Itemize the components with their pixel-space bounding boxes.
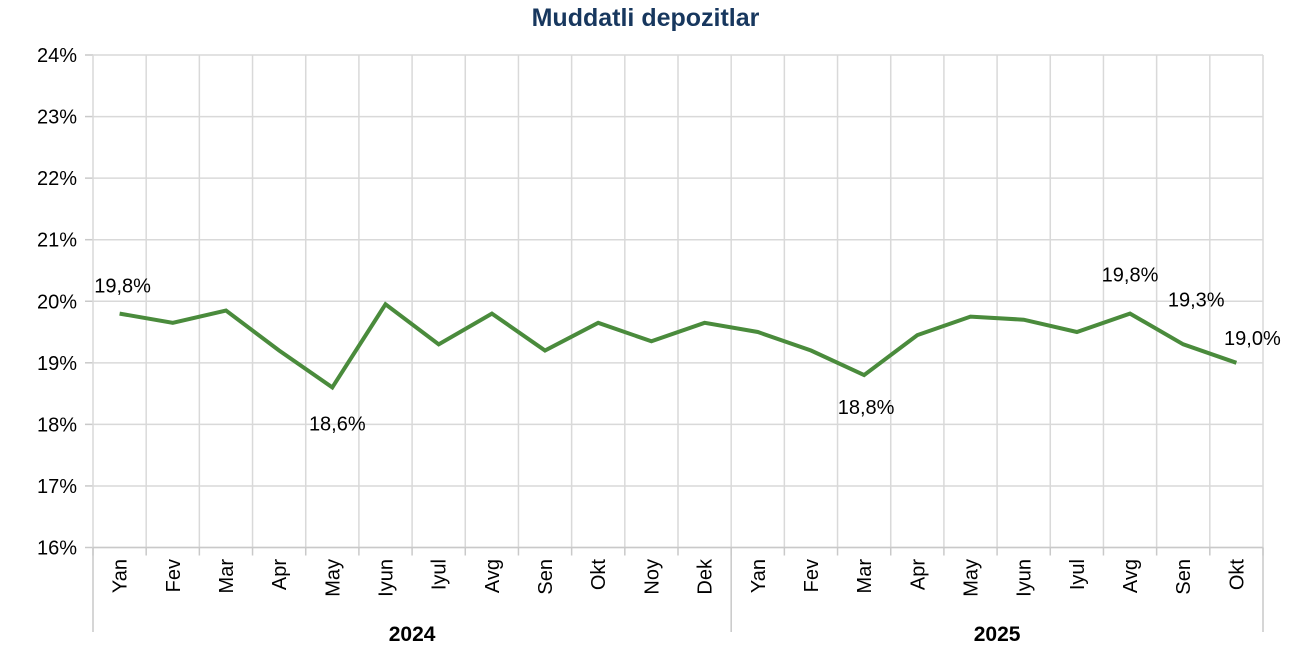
x-axis-month-label: Apr	[907, 559, 929, 590]
x-axis-month-label: Okt	[588, 559, 610, 591]
y-axis-tick-label: 16%	[37, 538, 77, 560]
data-label: 19,0%	[1224, 328, 1281, 350]
x-axis-month-label: Dek	[695, 558, 717, 595]
y-axis-tick-label: 18%	[37, 414, 77, 436]
x-axis-month-label: Noy	[641, 559, 663, 595]
x-axis-month-label: Iyul	[429, 559, 451, 590]
y-axis-tick-label: 24%	[37, 45, 77, 67]
x-axis-month-label: Apr	[269, 559, 291, 590]
y-axis-labels: 16% 17% 18% 19% 20% 21% 22% 23% 24%	[37, 45, 77, 560]
x-axis-month-label: Yan	[748, 559, 770, 593]
x-axis-month-labels: Yan Fev Mar Apr May Iyun Iyul Avg Sen Okt Noy Dek Ya…	[110, 558, 1249, 597]
x-axis-month-label: Avg	[1120, 559, 1142, 593]
y-axis-tick-label: 23%	[37, 107, 77, 129]
x-axis-month-label: Mar	[854, 559, 876, 594]
y-axis-tick-label: 17%	[37, 476, 77, 498]
data-label: 19,8%	[94, 276, 151, 298]
x-axis-year-labels: 2024 2025	[389, 623, 1021, 646]
data-label: 18,8%	[838, 397, 895, 419]
y-axis-tick-label: 19%	[37, 353, 77, 375]
x-axis-month-label: Fev	[163, 559, 185, 592]
x-axis-month-label: Iyul	[1067, 559, 1089, 590]
x-axis-month-label: Okt	[1226, 559, 1248, 591]
x-axis-month-label: Mar	[216, 559, 238, 594]
x-axis-month-label: Fev	[801, 559, 823, 592]
data-label: 19,8%	[1102, 265, 1159, 287]
data-labels: 19,8% 18,6% 18,8% 19,8% 19,3% 19,0%	[94, 265, 1281, 436]
x-axis-month-label: Sen	[535, 559, 557, 595]
y-axis-tick-label: 20%	[37, 291, 77, 313]
x-axis-month-label: May	[961, 559, 983, 597]
data-label: 19,3%	[1168, 289, 1225, 311]
deposit-rate-line	[119, 301, 1238, 391]
x-axis-month-label: May	[322, 559, 344, 597]
chart-title: Muddatli depozitlar	[531, 4, 760, 32]
x-axis-year-label: 2024	[389, 623, 436, 646]
gridlines	[85, 54, 1264, 632]
x-axis-month-label: Avg	[482, 559, 504, 593]
x-axis-year-label: 2025	[974, 623, 1021, 646]
y-axis-tick-label: 21%	[37, 230, 77, 252]
data-label: 18,6%	[309, 413, 366, 435]
y-axis-tick-label: 22%	[37, 168, 77, 190]
x-axis-month-label: Yan	[110, 559, 132, 593]
x-axis-month-label: Iyun	[1014, 559, 1036, 597]
x-axis-month-label: Sen	[1173, 559, 1195, 595]
x-axis-month-label: Iyun	[376, 559, 398, 597]
